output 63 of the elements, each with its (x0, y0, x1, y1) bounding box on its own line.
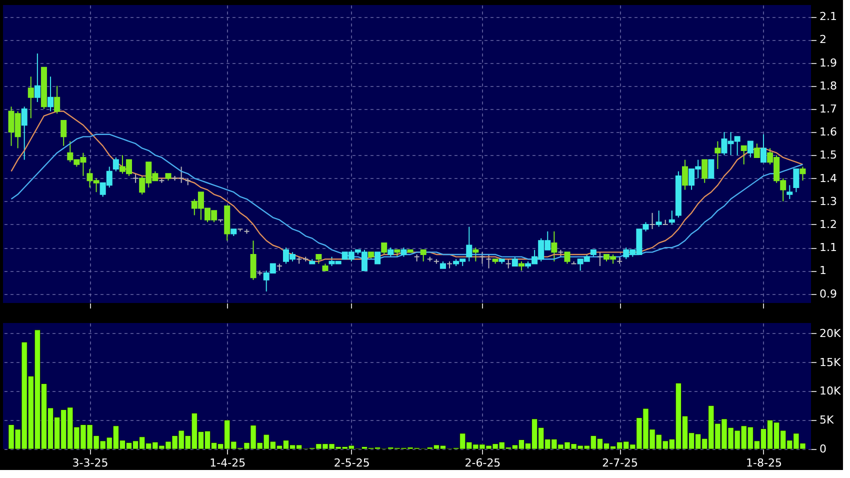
candlestick (60, 120, 67, 146)
candlestick (786, 184, 793, 200)
x-tick-label: 2-7-25 (602, 456, 638, 470)
candlestick (250, 240, 256, 280)
candlestick (740, 145, 747, 165)
candlestick (760, 134, 766, 163)
candlestick (793, 168, 800, 193)
candlestick (400, 247, 407, 258)
candlestick (702, 159, 708, 184)
candlestick (374, 252, 381, 264)
y-tick-label: 2 (820, 33, 826, 46)
candlestick (512, 256, 518, 267)
candlestick (388, 247, 394, 258)
x-tick-label: 3-3-25 (72, 456, 108, 470)
candlestick (682, 159, 688, 190)
candlestick (596, 252, 603, 267)
candlestick (112, 156, 119, 172)
candlestick (649, 212, 656, 230)
y-tick-label: 1 (820, 264, 826, 278)
candlestick (714, 140, 721, 170)
candlestick (420, 249, 426, 262)
candlestick (28, 76, 34, 119)
candlestick (668, 210, 675, 225)
y-tick-label: 0.9 (820, 287, 837, 300)
y-tick-label: 0 (820, 442, 826, 456)
candlestick (316, 254, 322, 264)
y-tick-label: 5K (820, 414, 834, 427)
x-tick-label: 1-4-25 (210, 456, 246, 470)
x-tick-label: 2-5-25 (334, 456, 370, 470)
y-tick-label: 1.2 (820, 218, 837, 231)
candlestick (381, 242, 388, 255)
y-tick-label: 1.8 (820, 79, 837, 92)
candlestick (708, 159, 714, 179)
y-tick-label: 2.1 (820, 10, 837, 24)
y-tick-label: 1.1 (820, 241, 837, 254)
y-tick-label: 1.3 (820, 194, 837, 208)
candlestick (505, 258, 512, 269)
candlestick (656, 210, 662, 228)
candlestick (48, 76, 54, 112)
candlestick (551, 230, 558, 262)
candlestick (754, 143, 760, 158)
y-tick-label: 1.4 (820, 172, 837, 185)
candlestick (472, 247, 479, 262)
y-tick-label: 1.7 (820, 102, 837, 116)
candlestick (54, 85, 60, 114)
y-tick-label: 1.5 (820, 148, 837, 162)
x-tick-label: 1-8-25 (746, 456, 782, 470)
candlestick (800, 166, 806, 182)
y-tick-label: 20K (820, 326, 842, 340)
candlestick (466, 226, 472, 262)
y-tick-label: 10K (820, 384, 842, 398)
x-tick-label: 2-6-25 (464, 456, 501, 470)
candlestick (132, 173, 139, 184)
y-tick-label: 1.6 (820, 126, 837, 139)
candlestick (21, 106, 28, 160)
y-tick-label: 15K (820, 356, 842, 369)
candlestick (518, 260, 524, 272)
candlestick (747, 140, 754, 158)
candlestick (486, 254, 492, 269)
candlestick (564, 252, 570, 264)
y-tick-label: 1.9 (820, 56, 837, 70)
candlestick (34, 53, 40, 103)
candlestick (479, 252, 486, 264)
